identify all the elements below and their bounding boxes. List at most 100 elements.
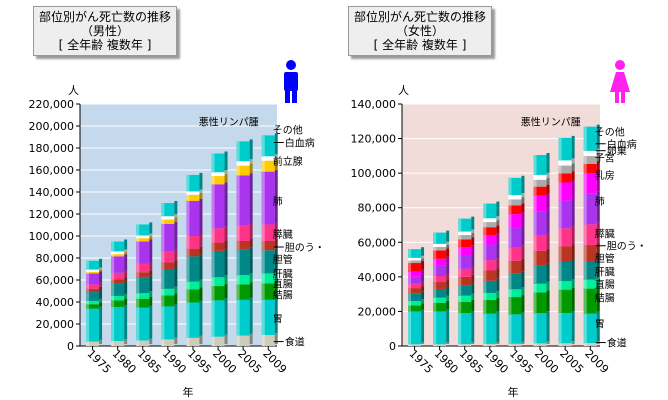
bar-segment xyxy=(236,275,250,285)
bar-segment-highlight xyxy=(136,272,140,278)
bar-segment xyxy=(236,161,250,166)
bar-segment-highlight xyxy=(136,298,140,308)
bar-segment-highlight xyxy=(236,240,240,250)
bar-segment-side xyxy=(274,154,278,159)
bar-segment-highlight xyxy=(433,243,437,247)
bar-segment-side xyxy=(274,238,278,249)
bar-segment-highlight xyxy=(136,263,140,273)
bar-segment-side xyxy=(471,245,475,254)
bar-segment-side xyxy=(521,271,525,288)
bar-segment xyxy=(508,314,522,344)
bar-segment-side xyxy=(174,267,178,287)
bar-segment-side xyxy=(199,279,203,288)
bar-segment-side xyxy=(149,275,153,292)
segment-label: 肺 xyxy=(273,196,283,208)
bar-segment-highlight xyxy=(583,150,587,157)
bar-segment-highlight xyxy=(111,251,115,255)
bar-segment-highlight xyxy=(261,273,265,284)
bar-segment-highlight xyxy=(86,271,90,274)
bar-segment-highlight xyxy=(186,248,190,257)
bar-segment xyxy=(458,235,472,240)
bar-segment-side xyxy=(521,295,525,313)
bar-segment xyxy=(483,292,497,300)
bar-segment xyxy=(111,254,125,257)
bar-segment xyxy=(458,301,472,313)
segment-label: その他 xyxy=(595,126,625,139)
bar-segment xyxy=(186,281,200,290)
female-figure-icon xyxy=(610,60,630,103)
bar-segment-side xyxy=(496,216,500,221)
bar-segment xyxy=(161,251,175,263)
bar-segment xyxy=(236,240,250,250)
bar-segment-side xyxy=(124,298,128,305)
y-tick-label: 100,000 xyxy=(351,167,397,180)
bar-segment-highlight xyxy=(533,343,537,346)
bar-segment xyxy=(483,222,497,228)
bar-segment xyxy=(558,261,572,282)
bar-segment xyxy=(186,191,200,195)
bar-segment-highlight xyxy=(433,344,437,346)
bar-segment xyxy=(261,224,275,241)
bar-segment-side xyxy=(199,254,203,280)
bar-segment-side xyxy=(149,233,153,237)
bar-segment-side xyxy=(99,302,103,307)
segment-label: 胃 xyxy=(273,314,283,326)
bar-segment xyxy=(558,281,572,290)
segment-label: 食道 xyxy=(607,337,627,350)
bar-segment-highlight xyxy=(236,249,240,276)
bar-segment xyxy=(111,256,125,273)
bar-segment-highlight xyxy=(161,251,165,263)
bar-segment-side xyxy=(546,281,550,291)
bar-segment-highlight xyxy=(111,254,115,257)
bar-segment-side xyxy=(496,290,500,298)
bar-segment xyxy=(558,228,572,247)
x-tick-label: 1995 xyxy=(185,347,214,376)
bar-segment xyxy=(408,311,422,345)
bar-segment-highlight xyxy=(261,156,265,161)
x-tick-label: 1980 xyxy=(110,347,139,376)
bar-segment-side xyxy=(274,222,278,239)
bar-segment-side xyxy=(99,298,103,303)
bar-segment-side xyxy=(471,310,475,343)
figure-head xyxy=(615,60,625,70)
bar-segment-highlight xyxy=(408,293,412,302)
bar-segment xyxy=(583,224,597,246)
bar-segment-highlight xyxy=(433,288,437,298)
figure-dress xyxy=(610,72,630,92)
bar-segment-side xyxy=(571,259,575,280)
bar-segment xyxy=(508,260,522,274)
bar-segment-highlight xyxy=(483,235,487,245)
bar-segment xyxy=(408,257,422,261)
bar-segment-side xyxy=(596,124,600,149)
bar-segment-highlight xyxy=(111,306,115,342)
bar-segment xyxy=(483,260,497,271)
bar-segment xyxy=(186,248,200,257)
bar-segment-highlight xyxy=(583,193,587,225)
bar-segment-highlight xyxy=(483,270,487,281)
y-tick-label: 120,000 xyxy=(29,208,75,221)
bar-segment-side xyxy=(124,252,128,255)
bar-segment-side xyxy=(446,263,450,274)
bar-segment-highlight xyxy=(161,295,165,307)
bar-segment-side xyxy=(124,339,128,344)
segment-label: 肝臓 xyxy=(273,268,293,280)
bar-segment-side xyxy=(199,287,203,301)
y-tick-label: 60,000 xyxy=(358,236,397,249)
bar-segment-highlight xyxy=(236,299,240,336)
bar-segment-side xyxy=(274,133,278,155)
title-line: （女性） xyxy=(395,24,444,38)
bar-segment-side xyxy=(446,342,450,344)
figure-leg xyxy=(615,92,619,103)
bar-segment xyxy=(261,160,275,172)
bar-segment-highlight xyxy=(458,301,462,313)
bar-segment-highlight xyxy=(236,175,240,225)
bar-segment xyxy=(136,238,150,242)
bar-segment-side xyxy=(249,282,253,298)
bar-segment-side xyxy=(521,212,525,226)
y-tick-label: 140,000 xyxy=(351,98,397,111)
bar-segment-side xyxy=(149,236,153,240)
bar-segment-side xyxy=(174,286,178,294)
segment-label: 結腸 xyxy=(595,292,615,305)
bar-segment-highlight xyxy=(261,299,265,335)
bar-segment xyxy=(408,249,422,258)
